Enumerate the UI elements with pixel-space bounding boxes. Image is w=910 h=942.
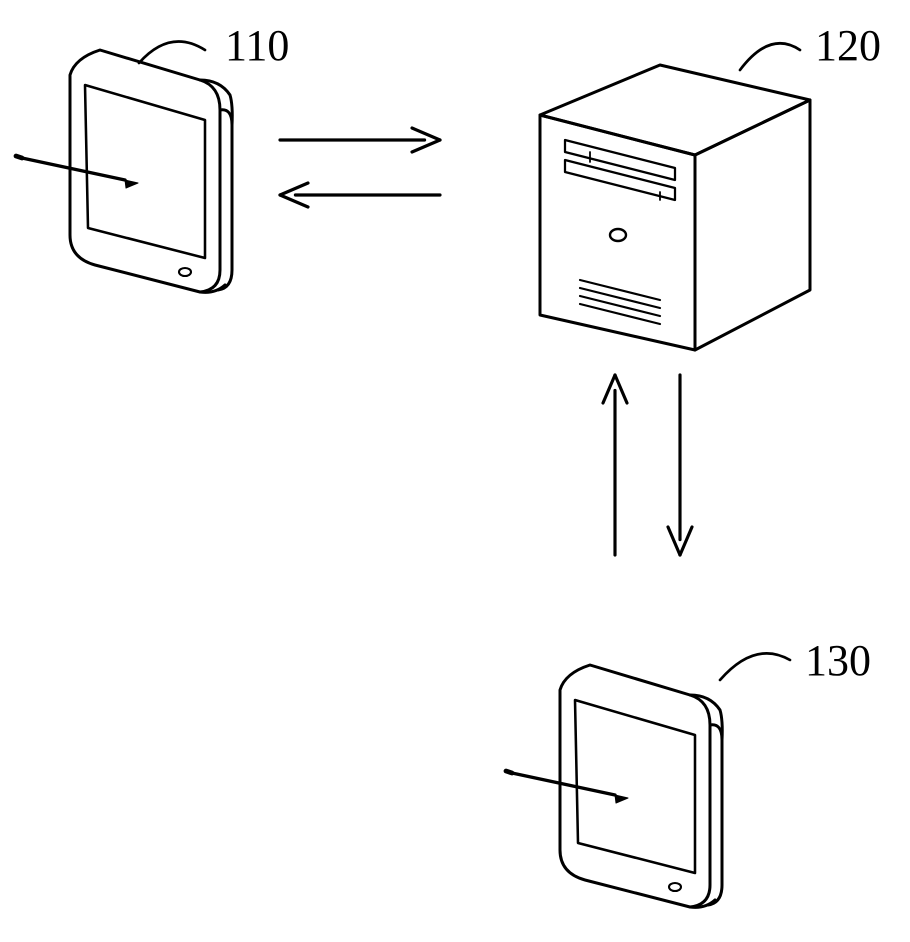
device1-label: 110 — [225, 21, 289, 70]
device1 — [16, 50, 232, 292]
d1_to_server — [280, 128, 440, 207]
server_to_d2 — [603, 375, 692, 555]
server-label: 120 — [815, 21, 881, 70]
system-diagram: 110 120 130 — [0, 0, 910, 942]
server — [540, 65, 810, 350]
device2-label: 130 — [805, 636, 871, 685]
device2 — [506, 665, 722, 907]
